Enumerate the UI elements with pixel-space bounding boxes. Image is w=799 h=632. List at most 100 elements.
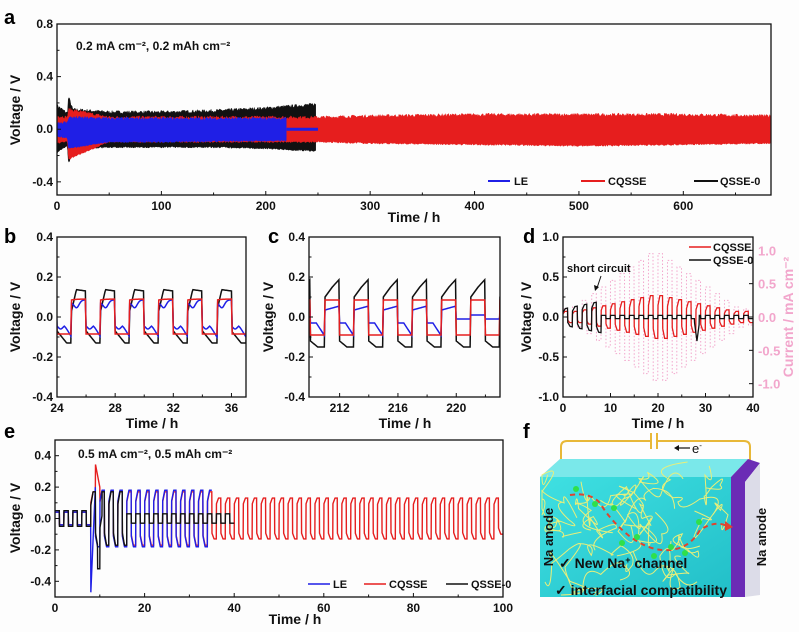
panel-a-xlabel: Time / h <box>388 209 441 225</box>
panel-label-e: e <box>4 421 15 443</box>
y-tick-label: 0.4 <box>36 70 53 84</box>
y-tick-label: -0.2 <box>284 350 305 364</box>
legend-label-qsse0: QSSE-0 <box>471 579 511 591</box>
short-circuit-arrowhead <box>594 285 599 291</box>
series-cqsse-line <box>57 298 246 335</box>
x-tick-label: 28 <box>108 401 122 415</box>
polymer-chain <box>670 533 701 558</box>
polymer-chain <box>541 494 562 532</box>
plot-area <box>309 277 500 348</box>
polymer-chain <box>544 501 582 538</box>
y-tick-label: 0.8 <box>36 17 53 31</box>
polymer-chain <box>547 551 603 597</box>
legend-label-cqsse: CQSSE <box>608 176 647 188</box>
panel-b: 24 28 32 36 -0.4 -0.2 0.0 0.2 0.4 <box>32 230 247 415</box>
panel-b-xlabel: Time / h <box>126 415 179 431</box>
y-tick-label: -0.4 <box>284 390 305 404</box>
panel-d-xlabel: Time / h <box>632 415 685 431</box>
legend-label-le: LE <box>514 176 528 188</box>
panel-label-d: d <box>523 226 535 248</box>
y2-tick-label: -0.5 <box>758 343 780 358</box>
y2-tick-label: 0.5 <box>758 277 776 292</box>
panel-d-ylabel: Voltage / V <box>518 281 534 352</box>
panel-e: 0 20 40 60 80 100 -0.4 -0.2 0.0 0.2 0.4 <box>30 439 513 615</box>
y-tick-label: 0.4 <box>34 449 51 463</box>
panel-a-legend: LE CQSSE QSSE-0 <box>488 176 760 188</box>
plot-frame <box>308 236 501 398</box>
polymer-chain <box>578 543 634 573</box>
legend-label-cqsse: CQSSE <box>389 579 428 591</box>
x-tick-label: 36 <box>225 401 239 415</box>
panel-a-plot-area <box>57 97 771 163</box>
panel-e-plot-area <box>55 464 503 593</box>
check-new-na-channel: ✓ New Na+ channel <box>559 555 687 571</box>
polymer-chain <box>660 461 719 515</box>
y-tick-label: 0.0 <box>288 310 305 324</box>
series-cqsse-line <box>55 464 503 546</box>
y-tick-label: -0.5 <box>538 350 559 364</box>
polymer-chain <box>544 543 582 596</box>
polymer-chain <box>703 465 723 506</box>
x-tick-label: 32 <box>167 401 181 415</box>
y2-tick-label: 0.0 <box>758 310 776 325</box>
series-le-envelope <box>57 115 287 149</box>
panel-f-schematic: e- Na anode Na anode ✓ New Na+ channel ✓… <box>540 433 769 598</box>
y-tick-label: 0.4 <box>36 230 53 244</box>
y-tick-label: 0.0 <box>36 122 53 136</box>
polymer-chain <box>599 487 676 523</box>
y-tick-label: 1.0 <box>542 230 559 244</box>
polymer-chain <box>693 502 729 540</box>
y-tick-label: 0.2 <box>36 270 53 284</box>
series-cqsse-line <box>563 294 753 340</box>
panel-c-ylabel: Voltage / V <box>260 281 276 352</box>
panel-label-c: c <box>268 226 279 248</box>
x-tick-label: 200 <box>256 199 276 213</box>
x-tick-label: 100 <box>493 601 513 615</box>
x-tick-label: 216 <box>388 401 408 415</box>
polymer-chains <box>541 461 729 597</box>
panel-d-legend: CQSSE QSSE-0 <box>689 242 753 267</box>
y-tick-label: -0.2 <box>30 543 51 557</box>
series-cqsse-line <box>309 299 500 336</box>
electrolyte-top <box>540 459 748 477</box>
external-circuit-wire <box>560 440 751 462</box>
panel-e-ylabel: Voltage / V <box>7 482 23 553</box>
polymer-chain <box>662 555 690 590</box>
right-anode-face <box>745 463 760 597</box>
polymer-chain <box>611 485 653 534</box>
na-ions <box>573 486 702 559</box>
electron-arrowhead <box>674 445 679 451</box>
series-qsse-0-line <box>57 288 246 344</box>
x-tick-label: 20 <box>138 601 152 615</box>
y-tick-label: 0.2 <box>34 480 51 494</box>
x-tick-label: 212 <box>330 401 350 415</box>
panel-d-annotation: short circuit <box>567 263 631 275</box>
series-le-line <box>57 299 246 340</box>
polymer-chain <box>571 562 631 594</box>
legend-label-cqsse: CQSSE <box>713 242 752 254</box>
panel-d: 0 10 20 30 40 -1.0 -0.5 0.0 0.5 1.0 -1.0 -0.5 0.0 0.5… <box>538 230 780 415</box>
legend-label-le: LE <box>333 579 347 591</box>
x-tick-label: 40 <box>228 601 242 615</box>
x-tick-label: 0 <box>560 401 567 415</box>
panel-a-annotation: 0.2 mA cm⁻², 0.2 mAh cm⁻² <box>76 39 230 53</box>
x-tick-label: 10 <box>604 401 618 415</box>
plot-area <box>57 288 246 344</box>
panel-d-plot-area <box>563 253 753 381</box>
panel-a: 0 100 200 300 400 500 600 -0.4 0.0 0.4 0.8 <box>32 17 772 213</box>
short-circuit-arrow <box>596 275 602 289</box>
x-tick-label: 220 <box>446 401 466 415</box>
polymer-chain <box>626 512 669 545</box>
x-tick-label: 0 <box>54 199 61 213</box>
y2-tick-label: -1.0 <box>758 377 780 392</box>
y-tick-label: 0.0 <box>34 512 51 526</box>
x-tick-label: 30 <box>699 401 713 415</box>
y-tick-label: -0.4 <box>32 390 53 404</box>
x-tick-label: 300 <box>360 199 380 213</box>
polymer-chain <box>575 495 617 551</box>
y2-tick-label: 1.0 <box>758 243 776 258</box>
x-tick-label: 60 <box>317 601 331 615</box>
legend-label-qsse0: QSSE-0 <box>720 176 760 188</box>
electron-label: e- <box>692 441 702 456</box>
